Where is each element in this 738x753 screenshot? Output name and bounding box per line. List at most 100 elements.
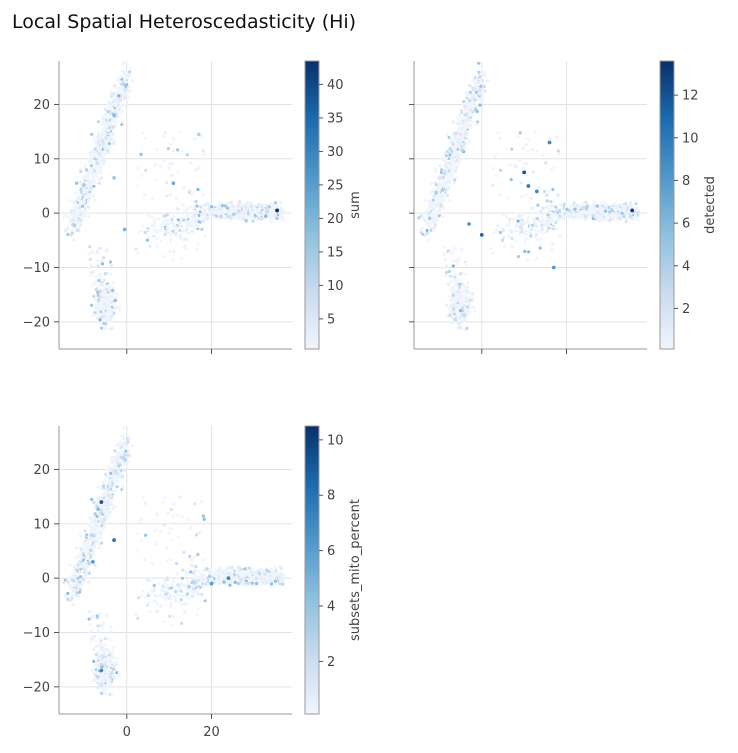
scatter-point xyxy=(93,172,97,176)
scatter-point xyxy=(193,137,197,141)
scatter-point xyxy=(87,537,91,541)
scatter-points xyxy=(417,61,641,332)
scatter-point xyxy=(119,90,123,94)
scatter-point xyxy=(108,466,112,471)
scatter-point xyxy=(93,299,97,303)
scatter-point xyxy=(161,135,165,139)
scatter-point xyxy=(96,290,100,294)
scatter-point xyxy=(88,558,92,562)
scatter-point xyxy=(123,453,127,457)
scatter-point xyxy=(455,326,459,330)
colorbar-tick-label: 12 xyxy=(682,89,699,104)
scatter-point xyxy=(515,222,519,226)
scatter-point xyxy=(113,90,118,94)
scatter-point xyxy=(475,122,479,127)
scatter-point xyxy=(247,201,251,205)
scatter-point xyxy=(120,122,124,127)
scatter-point xyxy=(442,215,446,219)
scatter-point xyxy=(85,553,90,557)
scatter-point xyxy=(178,228,182,232)
scatter-point xyxy=(113,488,117,492)
scatter-point xyxy=(109,307,113,311)
scatter-point xyxy=(498,136,502,140)
scatter-point xyxy=(260,205,264,209)
scatter-point xyxy=(123,77,127,81)
scatter-point xyxy=(161,255,166,259)
scatter-point xyxy=(218,203,222,207)
scatter-point xyxy=(474,90,478,94)
scatter-point xyxy=(451,120,455,124)
scatter-point xyxy=(535,149,539,153)
scatter-point xyxy=(83,195,87,199)
scatter-point xyxy=(92,500,96,505)
scatter-point xyxy=(456,119,461,123)
scatter-point xyxy=(556,193,560,197)
scatter-point xyxy=(552,166,556,170)
scatter-point xyxy=(118,463,122,467)
hotspot-point xyxy=(171,181,176,186)
scatter-point xyxy=(100,308,105,312)
scatter-point xyxy=(110,315,114,319)
scatter-point xyxy=(127,85,131,89)
scatter-point xyxy=(97,286,101,290)
scatter-point xyxy=(68,233,72,237)
scatter-point xyxy=(110,119,114,123)
scatter-point xyxy=(168,249,172,253)
scatter-point xyxy=(200,227,204,231)
scatter-point xyxy=(90,303,94,307)
scatter-point xyxy=(281,210,286,214)
scatter-point xyxy=(78,220,82,224)
scatter-point xyxy=(89,186,93,190)
scatter-point xyxy=(89,638,93,643)
scatter-point xyxy=(107,494,111,498)
hotspot-point xyxy=(275,208,280,213)
scatter-point xyxy=(260,582,264,586)
scatter-point xyxy=(94,539,99,543)
scatter-point xyxy=(218,207,222,211)
scatter-point xyxy=(91,614,95,618)
scatter-point xyxy=(88,151,92,155)
scatter-point xyxy=(533,130,537,134)
scatter-point xyxy=(101,115,105,120)
scatter-point xyxy=(169,232,173,236)
scatter-point xyxy=(463,260,468,264)
scatter-point xyxy=(163,232,167,236)
scatter-point xyxy=(423,198,427,202)
scatter-point xyxy=(244,216,248,220)
scatter-point xyxy=(73,588,77,592)
scatter-point xyxy=(107,142,111,146)
scatter-point xyxy=(525,218,529,222)
scatter-point xyxy=(100,691,104,695)
scatter-point xyxy=(96,624,100,628)
scatter-point xyxy=(74,181,79,185)
scatter-point xyxy=(105,144,109,148)
scatter-point xyxy=(79,552,83,556)
scatter-point xyxy=(88,193,92,197)
scatter-point xyxy=(444,159,448,164)
scatter-point xyxy=(93,512,97,516)
scatter-point xyxy=(155,236,159,241)
scatter-point xyxy=(463,101,467,106)
scatter-point xyxy=(187,220,191,224)
scatter-point xyxy=(190,229,194,233)
scatter-point xyxy=(434,199,438,204)
scatter-point xyxy=(111,646,115,650)
scatter-point xyxy=(524,193,528,197)
scatter-point xyxy=(113,464,117,468)
scatter-point xyxy=(100,283,104,287)
scatter-point xyxy=(271,210,275,214)
scatter-point xyxy=(520,194,524,198)
scatter-point xyxy=(522,166,526,170)
scatter-point xyxy=(270,214,274,218)
scatter-point xyxy=(107,664,111,668)
scatter-point xyxy=(462,129,466,133)
scatter-point xyxy=(458,325,462,329)
scatter-point xyxy=(267,215,271,219)
scatter-point xyxy=(167,161,172,165)
scatter-point xyxy=(103,516,107,520)
scatter-point xyxy=(115,479,120,483)
scatter-point xyxy=(457,285,462,289)
scatter-point xyxy=(86,200,90,204)
